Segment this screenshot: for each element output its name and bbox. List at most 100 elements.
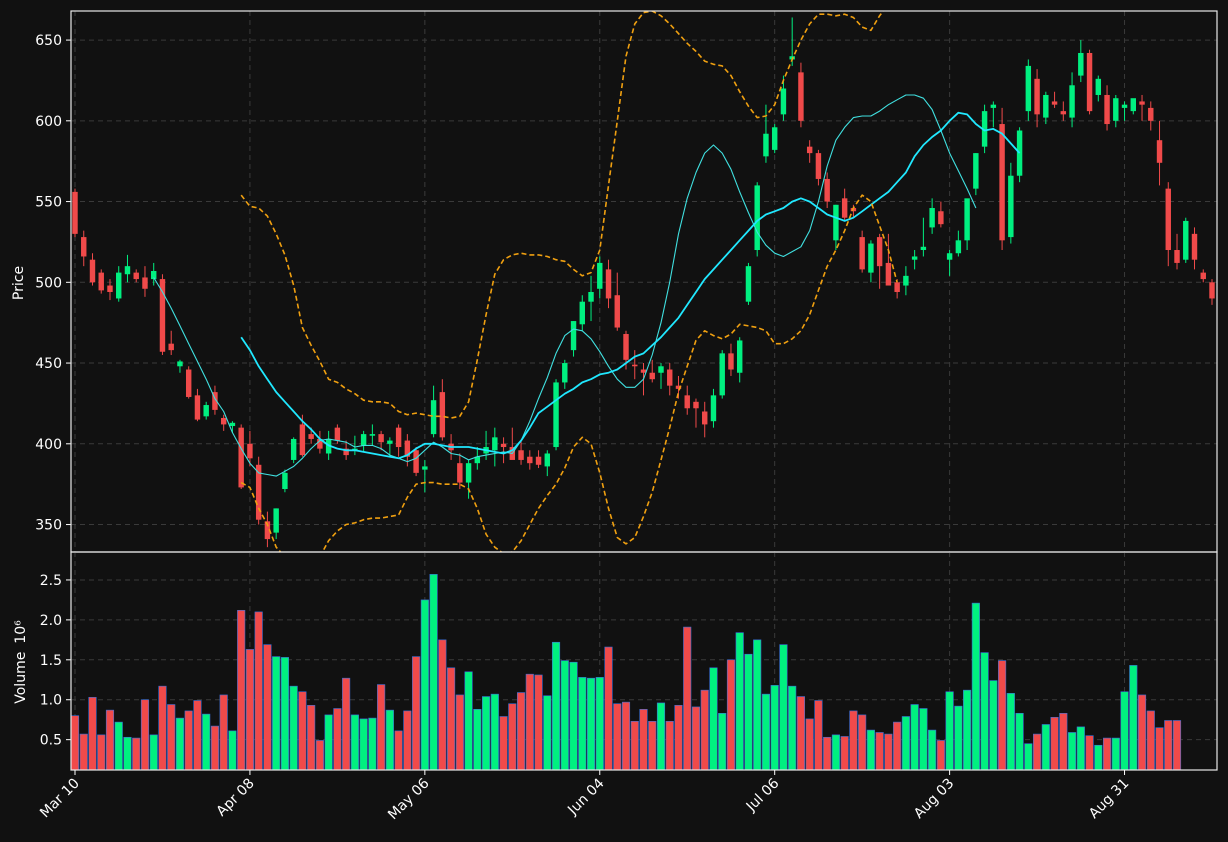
candle-body [290, 438, 297, 460]
volume-bar [726, 659, 736, 770]
volume-bar [394, 730, 403, 770]
candle-body [868, 243, 874, 273]
volume-bar [1033, 733, 1042, 770]
price-tick-label: 600 [35, 114, 62, 130]
volume-bar [254, 611, 263, 770]
volume-bar [1085, 735, 1094, 770]
volume-bar [132, 737, 141, 770]
candle-body [780, 88, 787, 115]
volume-bar [779, 644, 788, 770]
volume-bar [79, 733, 88, 770]
volume-bar [1006, 693, 1015, 770]
candle-body [1174, 250, 1180, 263]
candle-body [457, 463, 463, 483]
price-axis-label: Price [11, 266, 27, 300]
volume-bar [368, 717, 377, 770]
volume-bar [193, 700, 202, 770]
volume-bar [551, 641, 561, 770]
candle-body [334, 427, 341, 441]
volume-bar [621, 701, 631, 770]
candle-body [702, 411, 708, 425]
volume-bar [525, 673, 534, 770]
volume-bar [71, 715, 80, 770]
candle-body [684, 395, 690, 409]
volume-bar [385, 709, 394, 770]
candle-body [658, 366, 664, 373]
volume-bar [910, 704, 919, 770]
candle-body [527, 456, 533, 464]
volume-bar [744, 653, 753, 770]
volume-bar [578, 677, 587, 770]
volume-bar [691, 706, 701, 770]
volume-bar [499, 716, 508, 770]
candle-body [238, 427, 244, 488]
candle-body [815, 153, 822, 179]
volume-bar [709, 667, 718, 770]
volume-bar [770, 685, 779, 770]
volume-bar [805, 718, 814, 770]
volume-bar [324, 714, 333, 770]
candle-body [1069, 85, 1075, 118]
candle-body [1130, 98, 1136, 112]
price-tick-label: 400 [35, 437, 62, 453]
candle-body [159, 279, 166, 352]
candle-body [308, 434, 314, 439]
volume-bar [980, 652, 989, 770]
volume-bar [700, 689, 709, 770]
volume-bar [648, 720, 657, 770]
volume-bar [272, 656, 281, 770]
candle-body [885, 262, 892, 286]
candle-body [81, 237, 87, 257]
candle-body [675, 385, 682, 389]
candle-body [562, 363, 568, 383]
volume-bar [919, 708, 928, 770]
volume-bar [989, 680, 998, 770]
volume-bar [490, 693, 499, 770]
candle-body [876, 237, 883, 267]
volume-bar [158, 685, 167, 770]
volume-bar [796, 696, 805, 770]
candle-body [1086, 52, 1093, 112]
volume-bar [175, 717, 185, 770]
volume-tick-label: 1.5 [40, 653, 62, 669]
band-lower-line [240, 194, 898, 552]
candle-body [649, 372, 655, 380]
volume-bar [604, 646, 613, 770]
ma-fast-line [153, 94, 977, 477]
volume-bar [455, 694, 464, 770]
volume-bar [438, 639, 447, 770]
candle-body [605, 269, 612, 299]
candle-body [911, 256, 918, 260]
candle-body [745, 266, 752, 302]
volume-bar [1015, 713, 1024, 770]
volume-bar [1059, 713, 1068, 770]
volume-panel: 0.5 1.0 1.5 2.0 2.5 [40, 551, 1218, 771]
candle-body [194, 395, 201, 420]
volume-tick-label: 1.0 [40, 693, 62, 709]
candle-body [920, 246, 927, 251]
candle-body [728, 353, 734, 370]
candle-body [1191, 233, 1198, 260]
volume-bar [998, 660, 1007, 770]
candle-body [273, 508, 279, 533]
volume-bar [403, 710, 412, 770]
volume-bar [866, 729, 875, 770]
candle-body [116, 272, 122, 299]
candle-body [1200, 272, 1206, 280]
volume-bar [412, 656, 421, 770]
volume-bar [88, 697, 97, 770]
volume-bar [377, 684, 386, 770]
candle-body [360, 434, 367, 446]
candle-body [894, 282, 900, 292]
candle-body [107, 285, 113, 292]
volume-bar [429, 574, 438, 770]
candle-body [177, 361, 183, 367]
volume-axis-label-text: Volume [13, 652, 29, 704]
candle-body [212, 392, 218, 410]
candle-body [981, 111, 988, 147]
volume-bar [280, 657, 289, 770]
candle-body [1183, 220, 1189, 260]
volume-bar [753, 639, 762, 770]
volume-bar [228, 730, 237, 770]
candle-body [614, 295, 620, 328]
